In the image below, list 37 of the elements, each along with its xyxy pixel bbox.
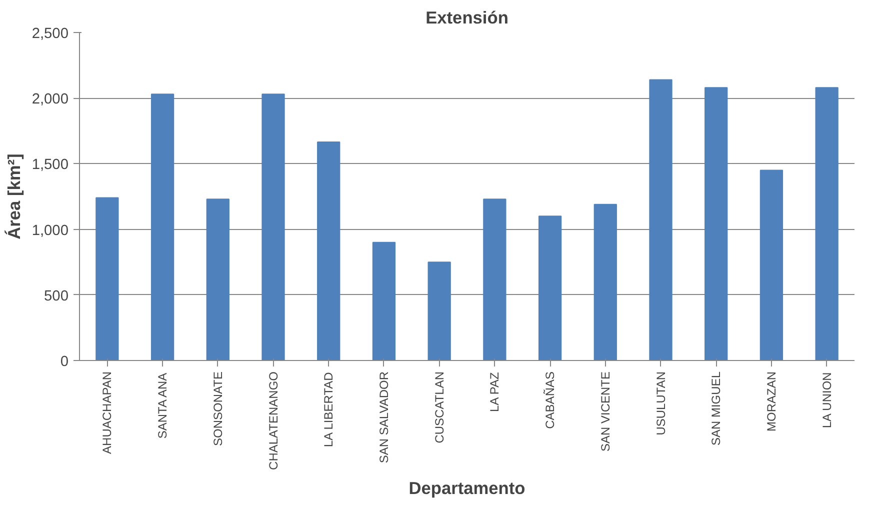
bar bbox=[538, 216, 562, 360]
x-tick-label: CABAÑAS bbox=[543, 371, 558, 429]
x-tick-label: MORAZAN bbox=[764, 372, 778, 432]
y-tick-label: 500 bbox=[44, 288, 69, 304]
bar bbox=[206, 198, 230, 360]
bar bbox=[649, 79, 672, 360]
x-tick-label: USULUTAN bbox=[654, 371, 668, 436]
x-tick-label: SAN VICENTE bbox=[598, 372, 612, 452]
bar bbox=[760, 170, 784, 360]
y-tick-label: 1,500 bbox=[32, 157, 69, 174]
x-tick-label: AHUACHAPAN bbox=[100, 371, 114, 454]
x-axis-title: Departamento bbox=[408, 478, 526, 498]
bar bbox=[372, 242, 396, 360]
bar bbox=[483, 198, 506, 360]
x-tick-label: SAN MIGUEL bbox=[709, 371, 724, 446]
x-tick-label: SAN SALVADOR bbox=[376, 371, 391, 464]
bar bbox=[96, 197, 119, 360]
x-tick-label: CUSCATLAN bbox=[432, 371, 446, 444]
x-tick-label: LA LIBERTAD bbox=[322, 372, 336, 448]
bar bbox=[150, 94, 174, 360]
bar bbox=[594, 204, 617, 360]
y-tick-label: 2,500 bbox=[32, 26, 69, 42]
y-tick-label: 0 bbox=[60, 354, 69, 370]
bar bbox=[262, 94, 285, 360]
x-tick-label: SANTA ANA bbox=[156, 372, 170, 439]
chart-title: Extensión bbox=[426, 8, 508, 28]
y-tick-label: 2,000 bbox=[32, 92, 69, 108]
bar bbox=[704, 87, 728, 360]
x-tick-label: LA PAZ bbox=[488, 372, 502, 412]
y-axis-title: Área [km²] bbox=[4, 154, 24, 240]
bar bbox=[317, 142, 340, 360]
bar bbox=[815, 87, 838, 360]
bar bbox=[428, 262, 451, 360]
x-tick-label: LA UNION bbox=[820, 372, 834, 428]
x-tick-label: SONSONATE bbox=[210, 371, 225, 446]
y-tick-label: 1,000 bbox=[32, 222, 69, 239]
x-tick-label: CHALATENANGO bbox=[266, 371, 280, 470]
